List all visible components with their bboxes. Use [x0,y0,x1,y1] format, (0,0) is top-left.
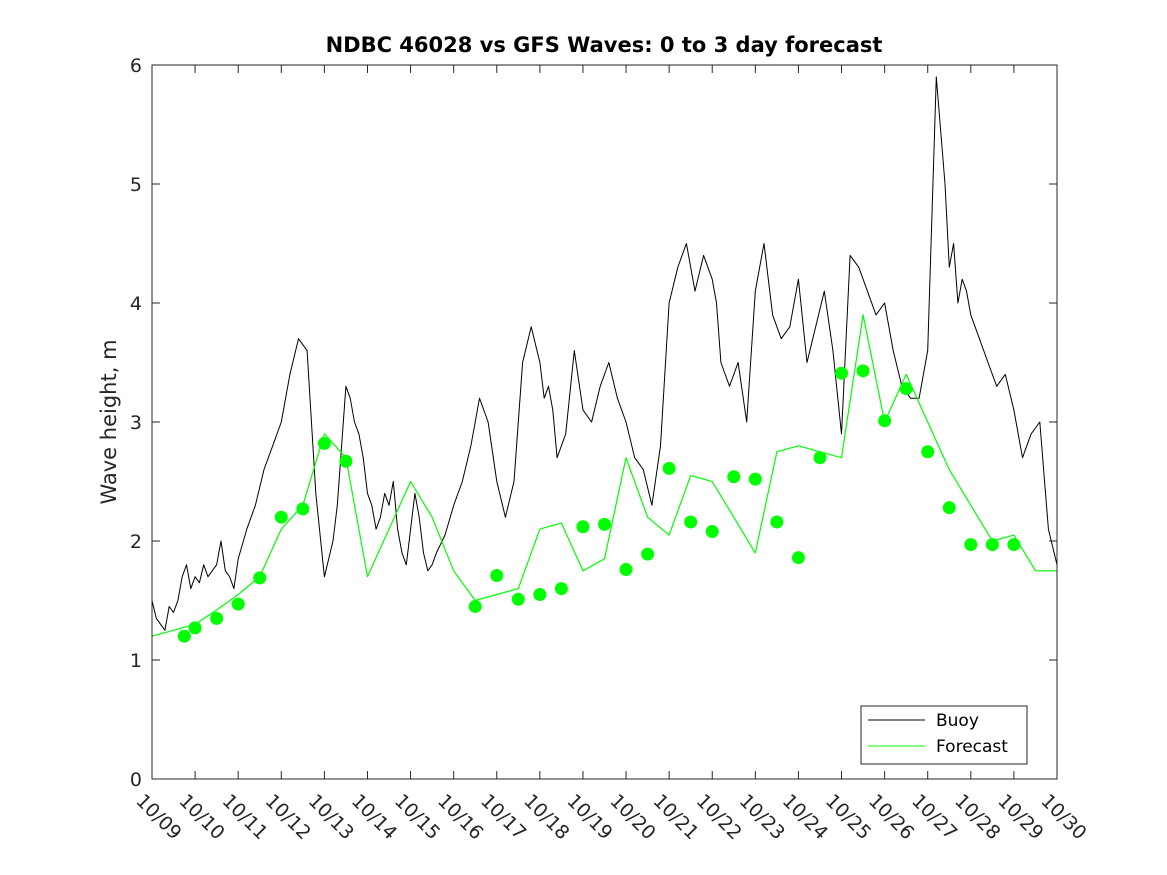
legend-forecast-label: Forecast [936,737,1008,757]
forecast-marker [210,611,224,625]
forecast-marker [231,597,245,611]
forecast-marker [1007,538,1021,552]
forecast-marker [662,461,676,475]
forecast-marker [641,547,655,561]
y-tick-label: 5 [130,174,142,196]
forecast-marker [964,538,978,552]
y-tick-label: 1 [130,650,142,672]
legend-box [860,705,1028,765]
forecast-marker [188,621,202,635]
forecast-marker [770,515,784,529]
forecast-marker [942,501,956,515]
plot-area [152,65,1057,779]
forecast-marker [576,520,590,534]
forecast-marker [748,472,762,486]
series-layer [151,76,1058,643]
buoy-series-line [151,76,1058,631]
forecast-marker [856,364,870,378]
y-axis-label: Wave height, m [97,339,121,504]
forecast-marker [468,599,482,613]
forecast-marker [490,569,504,583]
forecast-marker [619,563,633,577]
forecast-marker [339,454,353,468]
legend-buoy-label: Buoy [936,711,979,731]
forecast-marker [598,517,611,531]
forecast-marker [533,588,547,602]
forecast-marker [253,571,267,585]
forecast-marker [684,515,698,529]
forecast-marker [835,366,849,380]
forecast-marker [705,524,719,538]
forecast-marker [727,470,741,484]
forecast-marker [317,436,331,450]
forecast-marker [296,502,310,516]
chart-title: NDBC 46028 vs GFS Waves: 0 to 3 day fore… [326,33,883,57]
y-tick-label: 6 [130,55,142,77]
legend: Buoy Forecast [860,705,1028,765]
forecast-marker [985,538,999,552]
forecast-marker [878,414,892,428]
y-tick-label: 0 [130,769,142,791]
plot-frame [151,64,1058,780]
forecast-marker [177,629,191,643]
y-tick-label: 3 [130,412,142,434]
forecast-marker [791,551,805,565]
y-tick-label: 2 [130,531,142,553]
forecast-marker [554,582,568,596]
forecast-marker [511,592,525,606]
forecast-marker [899,382,913,396]
y-tick-label: 4 [130,293,142,315]
forecast-marker [921,445,935,459]
forecast-marker [274,510,288,524]
forecast-marker [813,451,827,465]
